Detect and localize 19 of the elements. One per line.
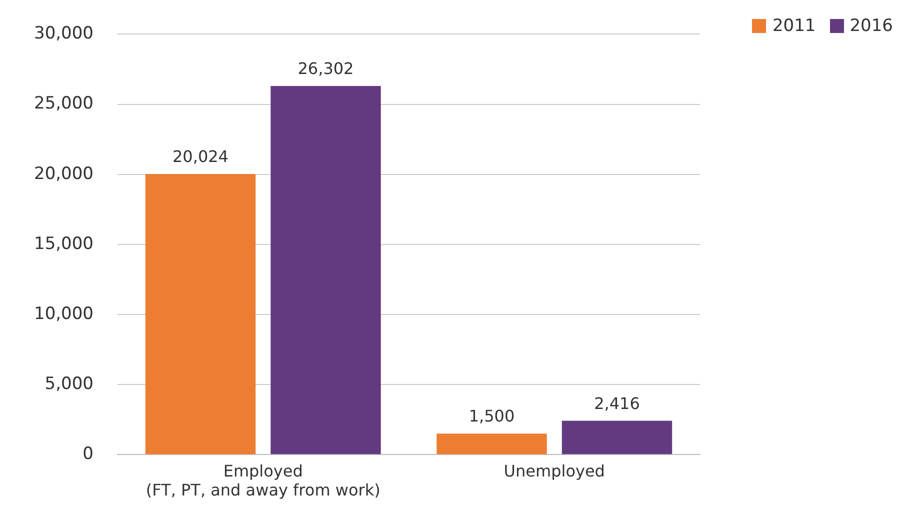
data-label: 1,500 [468, 406, 515, 426]
y-tick-label: 5,000 [44, 374, 94, 394]
bar [270, 86, 381, 454]
bar [562, 420, 672, 454]
data-label: 2,416 [594, 394, 640, 413]
bar [436, 434, 547, 454]
y-tick-label: 10,000 [34, 304, 94, 324]
y-tick-label: 15,000 [34, 234, 94, 254]
data-label: 20,024 [172, 147, 228, 166]
x-tick-label: Employed (FT, PT, and away from work) [146, 461, 380, 500]
data-label: 26,302 [298, 59, 354, 78]
y-tick-label: 30,000 [34, 24, 94, 44]
y-tick-label: 0 [82, 444, 94, 464]
y-tick-label: 20,000 [34, 164, 94, 184]
legend-label: 2011 [772, 16, 816, 36]
x-tick-label: Unemployed [504, 461, 605, 480]
legend-label: 2016 [850, 16, 893, 36]
bar [145, 174, 256, 454]
y-tick-label: 25,000 [34, 94, 94, 114]
